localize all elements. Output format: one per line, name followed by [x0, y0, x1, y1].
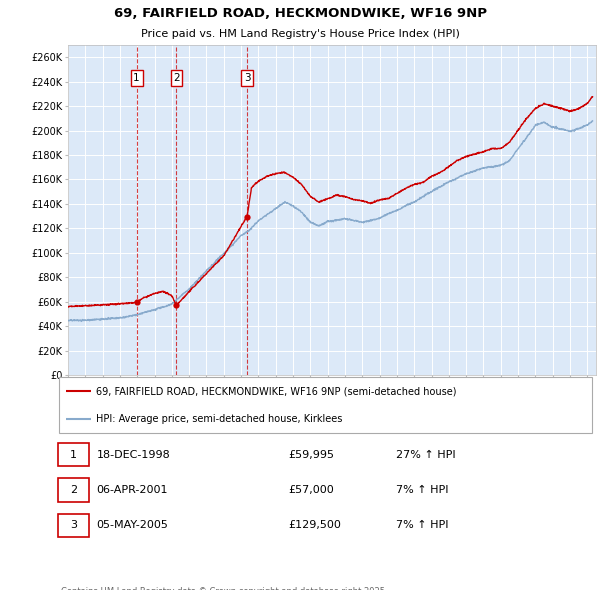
Text: £57,000: £57,000 [288, 485, 334, 495]
Text: 1: 1 [133, 73, 140, 83]
Text: 27% ↑ HPI: 27% ↑ HPI [396, 450, 456, 460]
Text: 69, FAIRFIELD ROAD, HECKMONDWIKE, WF16 9NP (semi-detached house): 69, FAIRFIELD ROAD, HECKMONDWIKE, WF16 9… [97, 386, 457, 396]
Text: 2: 2 [173, 73, 180, 83]
Text: 2: 2 [70, 485, 77, 495]
Text: 3: 3 [70, 520, 77, 530]
Text: £129,500: £129,500 [288, 520, 341, 530]
Text: £59,995: £59,995 [288, 450, 334, 460]
FancyBboxPatch shape [58, 514, 89, 537]
Text: 05-MAY-2005: 05-MAY-2005 [97, 520, 169, 530]
Text: 06-APR-2001: 06-APR-2001 [97, 485, 168, 495]
FancyBboxPatch shape [58, 443, 89, 466]
Text: 7% ↑ HPI: 7% ↑ HPI [396, 520, 449, 530]
Text: 69, FAIRFIELD ROAD, HECKMONDWIKE, WF16 9NP: 69, FAIRFIELD ROAD, HECKMONDWIKE, WF16 9… [113, 6, 487, 19]
Text: Contains HM Land Registry data © Crown copyright and database right 2025.
This d: Contains HM Land Registry data © Crown c… [61, 587, 388, 590]
Text: HPI: Average price, semi-detached house, Kirklees: HPI: Average price, semi-detached house,… [97, 414, 343, 424]
Text: 3: 3 [244, 73, 250, 83]
FancyBboxPatch shape [58, 478, 89, 501]
Text: Price paid vs. HM Land Registry's House Price Index (HPI): Price paid vs. HM Land Registry's House … [140, 30, 460, 40]
Text: 7% ↑ HPI: 7% ↑ HPI [396, 485, 449, 495]
Text: 18-DEC-1998: 18-DEC-1998 [97, 450, 170, 460]
Text: 1: 1 [70, 450, 77, 460]
